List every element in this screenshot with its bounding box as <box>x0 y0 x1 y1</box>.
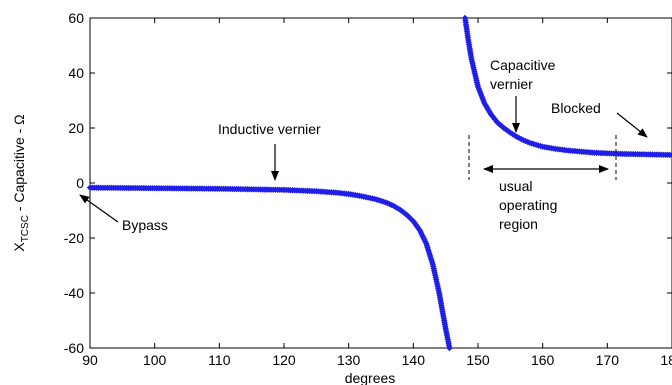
y-axis-title-rest: - Capacitive - Ω <box>11 114 27 215</box>
annotation-region: region <box>499 216 538 232</box>
tick-group: 90 100 110 120 130 140 150 160 170 180 -60 -40 -20 0 2… <box>64 10 672 368</box>
x-tick-label: 170 <box>596 352 620 368</box>
annotation-vernier: vernier <box>490 76 533 92</box>
annotation-inductive-vernier: Inductive vernier <box>218 121 321 137</box>
y-tick-label: -60 <box>64 340 84 356</box>
data-point <box>668 151 672 159</box>
y-tick-label: -40 <box>64 285 84 301</box>
bypass-arrow <box>79 194 119 223</box>
blocked-arrow <box>616 112 648 138</box>
x-tick-label: 110 <box>208 352 231 368</box>
y-tick-label: 20 <box>68 120 84 136</box>
x-tick-label: 150 <box>466 352 490 368</box>
data-point <box>513 133 520 140</box>
x-tick-label: 160 <box>531 352 555 368</box>
x-tick-label: 90 <box>82 352 98 368</box>
y-tick-label: 0 <box>76 175 84 191</box>
y-tick-label: -20 <box>64 230 84 246</box>
x-tick-label: 140 <box>402 352 426 368</box>
data-point <box>446 344 453 352</box>
x-tick-label: 130 <box>337 352 361 368</box>
x-tick-label: 120 <box>272 352 296 368</box>
y-tick-label: 60 <box>68 10 84 26</box>
annotation-operating: operating <box>499 197 557 213</box>
data-points <box>86 14 672 352</box>
y-axis-title-main: X <box>11 242 27 252</box>
y-tick-label: 40 <box>68 65 84 81</box>
annotation-blocked: Blocked <box>551 100 601 116</box>
x-tick-label: 100 <box>143 352 167 368</box>
annotation-bypass: Bypass <box>122 217 168 233</box>
plot-frame <box>89 17 672 349</box>
y-axis-title: XTCSC - Capacitive - Ω <box>11 114 31 251</box>
annotation-capacitive: Capacitive <box>490 57 556 73</box>
y-axis-title-sub: TCSC <box>20 215 31 242</box>
data-point <box>517 135 525 143</box>
x-tick-label: 180 <box>660 352 672 368</box>
x-axis-title: degrees <box>345 370 396 385</box>
annotation-usual: usual <box>499 178 532 194</box>
